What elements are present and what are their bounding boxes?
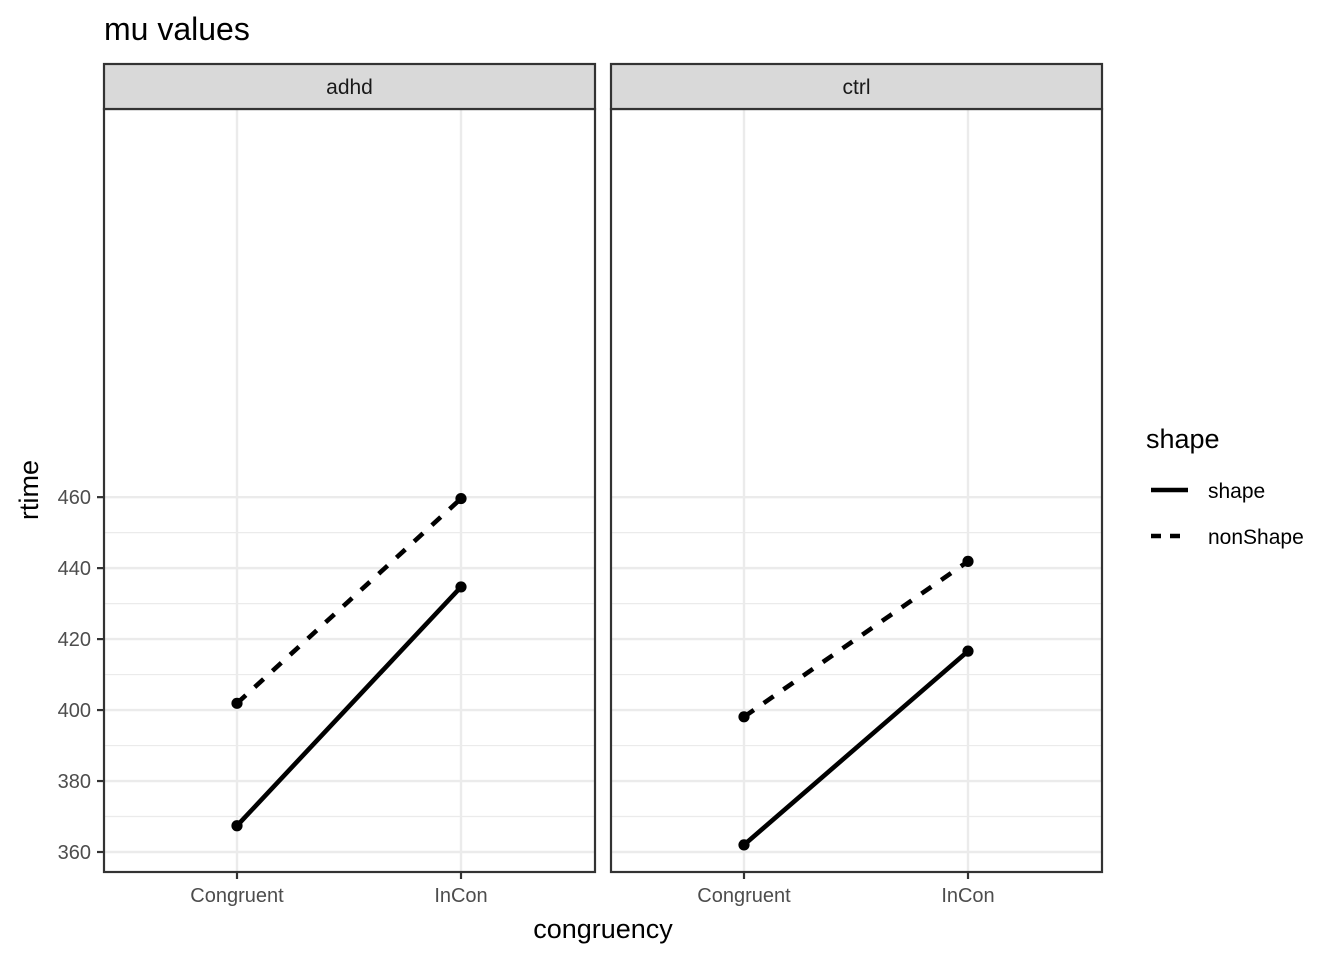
y-axis: 360 380 400 420 440 460 (58, 487, 104, 864)
legend: shape shape nonShape (1146, 424, 1304, 549)
x-axis-title: congruency (533, 914, 673, 944)
data-point-shape-Congruent (738, 839, 750, 851)
y-tick-label: 360 (58, 842, 91, 864)
panel-ctrl: ctrl Congruent InCon (609, 62, 1104, 907)
facet-strip-label: ctrl (843, 76, 871, 99)
x-tick-label: InCon (434, 885, 487, 907)
data-point-shape-InCon (962, 645, 974, 657)
series-line-shape (742, 649, 970, 847)
legend-label-nonShape: nonShape (1208, 526, 1304, 549)
y-tick-label: 380 (58, 771, 91, 793)
facet-panels: adhd Congruent InCon ctrl Congruent InCon (102, 62, 1104, 907)
panel-adhd: adhd Congruent InCon (102, 62, 597, 907)
y-tick-label: 440 (58, 558, 91, 580)
y-tick-label: 460 (58, 487, 91, 509)
facet-strip-label: adhd (326, 76, 373, 99)
panel-background (104, 109, 595, 872)
y-axis-title: rtime (14, 460, 44, 520)
series-line-shape (235, 585, 463, 828)
data-point-nonShape-Congruent (231, 697, 243, 709)
legend-label-shape: shape (1208, 480, 1265, 503)
chart-title: mu values (104, 11, 250, 47)
data-point-shape-Congruent (231, 820, 243, 832)
data-point-shape-InCon (455, 581, 467, 593)
data-point-nonShape-InCon (962, 555, 974, 567)
x-tick-label: Congruent (697, 885, 791, 907)
y-tick-label: 420 (58, 629, 91, 651)
legend-title: shape (1146, 424, 1220, 454)
facet-strip (609, 62, 1104, 111)
series-line-nonShape (235, 496, 463, 706)
series-line-nonShape (742, 559, 970, 719)
panel-background (611, 109, 1102, 872)
facet-strip (102, 62, 597, 111)
x-tick-label: Congruent (190, 885, 284, 907)
data-point-nonShape-Congruent (738, 711, 750, 723)
x-tick-label: InCon (941, 885, 994, 907)
y-tick-label: 400 (58, 700, 91, 722)
data-point-nonShape-InCon (455, 492, 467, 505)
